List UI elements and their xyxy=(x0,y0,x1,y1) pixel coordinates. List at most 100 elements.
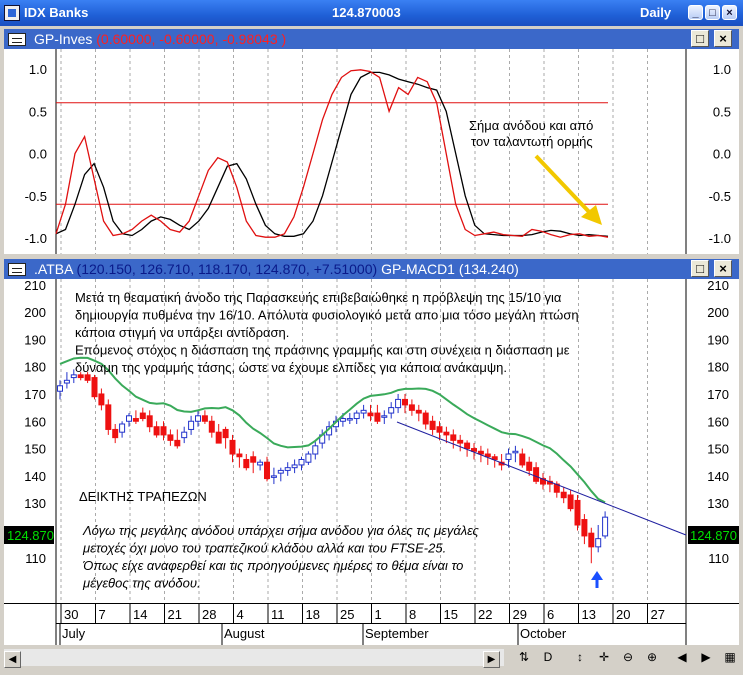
candle-down xyxy=(450,434,457,441)
refresh-icon[interactable]: ⇅ xyxy=(518,650,530,664)
symbol-name: .ATBA xyxy=(34,261,73,277)
horizontal-scrollbar[interactable]: ◀ ▶ xyxy=(4,649,504,668)
candle-down xyxy=(146,415,153,428)
y-tick-label: -1.0 xyxy=(25,231,47,246)
day-tick-label: 28 xyxy=(202,607,216,622)
symbol-ohlc: (120.150, 126.710, 118.170, 124.870, +7.… xyxy=(76,261,378,277)
note-top-line: Επόμενος στόχος η διάσπαση της πράσινης … xyxy=(75,343,570,358)
zoom-in-icon[interactable]: ⊕ xyxy=(646,650,658,664)
day-tick-label: 18 xyxy=(306,607,320,622)
candle-down xyxy=(581,519,588,537)
crosshair-icon[interactable]: ✛ xyxy=(598,650,610,664)
y-tick-label: 180 xyxy=(707,360,729,375)
bottom-toolbar: ◀ ▶ ⇅ D ↕ ✛ ⊖ ⊕ ◀ ▶ ▦ xyxy=(4,647,739,669)
zoom-out-icon[interactable]: ⊖ xyxy=(622,650,634,664)
candle-down xyxy=(250,456,257,463)
y-tick-label: 110 xyxy=(708,551,729,566)
month-label: September xyxy=(365,626,429,641)
candle-down xyxy=(457,439,464,444)
scroll-left-icon[interactable]: ◀ xyxy=(4,651,21,668)
panel-maximize-icon[interactable]: □ xyxy=(691,30,709,47)
candle-down xyxy=(91,377,98,398)
day-tick-label: 15 xyxy=(444,607,458,622)
day-tick-label: 4 xyxy=(237,607,244,622)
candle-up xyxy=(257,461,264,466)
scroll-right-icon[interactable]: ▶ xyxy=(483,651,500,668)
day-tick-label: 11 xyxy=(271,607,285,622)
candle-down xyxy=(236,453,243,458)
candle-up xyxy=(57,385,63,392)
period-selector[interactable]: Daily xyxy=(640,5,672,20)
candle-up xyxy=(181,431,188,439)
day-tick-label: 29 xyxy=(513,607,527,622)
candle-up xyxy=(63,379,70,384)
day-tick-label: 22 xyxy=(478,607,492,622)
note-top-line: δημιουργία πυθμένα την 16/10. Απόλυτα φυ… xyxy=(75,308,579,323)
moving-average-line xyxy=(59,356,606,504)
candle-down xyxy=(519,453,526,466)
minimize-icon[interactable]: _ xyxy=(688,5,703,20)
y-tick-label: 140 xyxy=(24,469,46,484)
price-tag-right-bg xyxy=(688,526,739,544)
price-tag-left: 124.870 xyxy=(7,528,54,543)
candle-up xyxy=(602,516,609,537)
price-tag-right: 124.870 xyxy=(690,528,737,543)
close-window-icon[interactable]: × xyxy=(722,5,737,20)
maximize-icon[interactable]: □ xyxy=(705,5,720,20)
y-tick-label: -0.5 xyxy=(709,189,731,204)
y-tick-label: 190 xyxy=(24,332,46,347)
candle-down xyxy=(464,442,471,450)
day-tick-label: 7 xyxy=(99,607,106,622)
candle-up xyxy=(381,415,388,418)
candle-down xyxy=(484,453,491,458)
candle-down xyxy=(132,418,139,422)
oscillator-chart: 1.0 0.5 0.0 -0.5 -1.0 1.0 0.5 0.0 -0.5 -1.0 Σήμα… xyxy=(4,49,739,254)
candle-down xyxy=(160,426,167,436)
red-oscillator-line xyxy=(55,69,609,238)
panel-close-icon[interactable]: × xyxy=(714,30,732,47)
candle-down xyxy=(367,412,374,417)
window-title: IDX Banks xyxy=(24,5,89,20)
y-tick-label: 130 xyxy=(707,496,729,511)
window-title-bar: IDX Banks 124.870003 Daily _ □ × xyxy=(0,0,743,26)
right-icon[interactable]: ▶ xyxy=(701,650,711,664)
price-chart: 210200190180170160150140130120110 210200… xyxy=(4,279,739,603)
panel-maximize-icon[interactable]: □ xyxy=(691,260,709,277)
oscillator-name: GP-Inves xyxy=(34,31,93,47)
y-tick-label: 0.0 xyxy=(713,147,731,162)
candle-down xyxy=(264,461,270,480)
candle-down xyxy=(215,431,222,444)
y-tick-label: 140 xyxy=(707,469,729,484)
day-tick-label: 20 xyxy=(616,607,630,622)
candle-up xyxy=(339,418,346,422)
panel-settings-icon[interactable] xyxy=(8,263,26,276)
y-tick-label: 160 xyxy=(24,414,46,429)
candle-down xyxy=(491,456,498,460)
candle-down xyxy=(422,412,429,425)
note-top-line: κάποια στιγμή να υπάρξει αντίδραση. xyxy=(75,325,289,340)
candle-down xyxy=(167,434,174,441)
note-top-line: δύναμη της γραμμής τάσης, ώστε να έχουμε… xyxy=(75,360,507,375)
day-tick-label: 14 xyxy=(133,607,147,622)
panel-settings-icon[interactable] xyxy=(8,33,26,46)
grid-icon[interactable]: ▦ xyxy=(724,650,736,664)
price-tag-left-bg xyxy=(4,526,54,544)
month-label: August xyxy=(224,626,265,641)
candle-down xyxy=(533,467,540,482)
candle-up xyxy=(395,398,402,409)
note-bottom-line: μέγεθος της ανόδου. xyxy=(82,576,201,591)
panel-close-icon[interactable]: × xyxy=(714,260,732,277)
move-icon[interactable]: ↕ xyxy=(577,650,583,664)
y-tick-label: 210 xyxy=(707,279,729,293)
date-icon[interactable]: D xyxy=(543,650,553,664)
annotation-arrow-icon xyxy=(581,205,602,225)
annotation-line1: Σήμα ανόδου και από xyxy=(469,118,593,133)
note-bottom-line: Λόγω της μεγάλης ανόδου υπάρχει σήμα ανό… xyxy=(82,523,480,538)
y-tick-label: 0.5 xyxy=(713,104,731,119)
bottom-arrow-icon xyxy=(591,571,603,580)
note-bottom-line: μετοχές όχι μονο του τραπεζικού κλάδου α… xyxy=(82,541,446,556)
price-panel-header: .ATBA (120.150, 126.710, 118.170, 124.87… xyxy=(4,259,739,279)
candle-up xyxy=(360,409,367,414)
left-icon[interactable]: ◀ xyxy=(677,650,687,664)
candle-down xyxy=(139,412,146,420)
